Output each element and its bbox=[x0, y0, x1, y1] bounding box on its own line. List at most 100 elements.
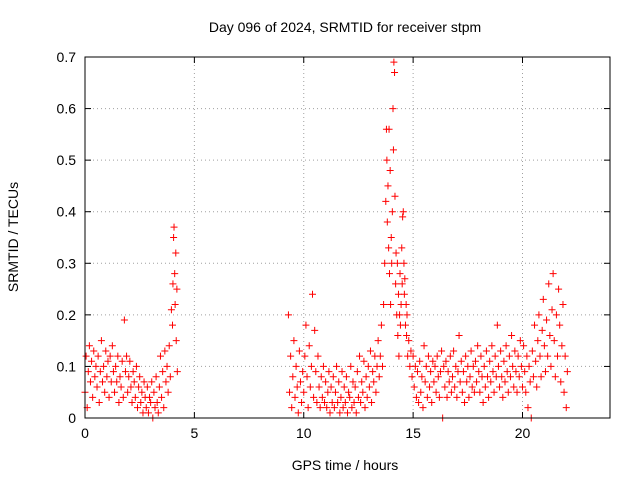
data-point bbox=[487, 378, 495, 386]
y-tick-label: 0.3 bbox=[57, 255, 77, 271]
data-point bbox=[475, 368, 483, 376]
data-point bbox=[318, 393, 326, 401]
data-point bbox=[169, 321, 176, 329]
data-point bbox=[512, 368, 520, 376]
data-point bbox=[423, 393, 431, 401]
x-tick-label: 5 bbox=[190, 425, 198, 441]
data-point bbox=[147, 399, 155, 407]
data-point bbox=[436, 368, 444, 376]
data-point bbox=[302, 321, 310, 329]
data-point bbox=[156, 352, 164, 360]
data-point bbox=[120, 316, 128, 324]
data-point bbox=[426, 383, 434, 391]
data-point bbox=[453, 393, 461, 401]
data-point bbox=[534, 337, 542, 345]
data-point bbox=[368, 399, 376, 407]
data-point bbox=[359, 388, 367, 396]
data-point bbox=[409, 352, 417, 360]
data-point bbox=[548, 306, 556, 314]
data-point bbox=[451, 383, 459, 391]
data-point bbox=[473, 378, 481, 386]
data-point bbox=[137, 399, 145, 407]
data-point bbox=[400, 259, 408, 267]
data-point bbox=[446, 352, 454, 360]
data-point bbox=[562, 404, 570, 412]
data-point bbox=[127, 383, 135, 391]
data-point bbox=[561, 352, 569, 360]
data-point bbox=[563, 368, 571, 376]
data-point bbox=[330, 404, 338, 412]
data-point bbox=[99, 378, 106, 386]
data-point bbox=[429, 357, 437, 365]
data-point bbox=[466, 373, 474, 381]
data-point bbox=[430, 378, 438, 386]
data-point bbox=[134, 404, 141, 412]
data-point bbox=[129, 368, 137, 376]
data-point bbox=[357, 399, 365, 407]
data-point bbox=[391, 192, 399, 200]
data-point bbox=[456, 378, 464, 386]
data-point bbox=[541, 368, 549, 376]
data-point bbox=[432, 388, 440, 396]
data-point bbox=[468, 383, 476, 391]
data-point bbox=[306, 383, 314, 391]
data-point bbox=[407, 347, 415, 355]
data-point bbox=[431, 362, 439, 370]
data-point bbox=[136, 373, 144, 381]
data-point bbox=[151, 404, 159, 412]
data-point bbox=[135, 383, 143, 391]
data-point bbox=[348, 404, 356, 412]
data-point bbox=[405, 337, 413, 345]
data-point bbox=[93, 383, 101, 391]
data-point bbox=[337, 393, 345, 401]
data-point bbox=[427, 368, 435, 376]
data-point bbox=[341, 399, 349, 407]
data-point bbox=[386, 270, 393, 278]
data-point bbox=[449, 373, 456, 381]
data-point bbox=[519, 383, 526, 391]
data-point bbox=[396, 311, 404, 319]
data-point bbox=[447, 388, 455, 396]
data-point bbox=[369, 368, 377, 376]
data-point bbox=[350, 399, 358, 407]
data-point bbox=[354, 393, 362, 401]
y-axis-label: SRMTID / TECUs bbox=[5, 182, 21, 292]
data-point bbox=[331, 388, 339, 396]
data-point bbox=[452, 362, 460, 370]
data-point bbox=[463, 378, 471, 386]
data-points bbox=[81, 58, 571, 422]
data-point bbox=[88, 357, 96, 365]
data-point bbox=[166, 373, 174, 381]
data-point bbox=[422, 362, 430, 370]
data-point bbox=[326, 409, 334, 417]
y-tick-label: 0 bbox=[68, 410, 76, 426]
data-point bbox=[526, 378, 534, 386]
data-point bbox=[121, 368, 129, 376]
data-point bbox=[398, 244, 406, 252]
data-point bbox=[489, 368, 497, 376]
data-point bbox=[303, 373, 311, 381]
y-tick-label: 0.6 bbox=[57, 101, 77, 117]
data-point bbox=[286, 388, 294, 396]
data-point bbox=[412, 393, 420, 401]
data-point bbox=[130, 378, 138, 386]
data-point bbox=[398, 280, 406, 288]
data-point bbox=[315, 383, 323, 391]
data-point bbox=[486, 357, 494, 365]
data-point bbox=[476, 388, 484, 396]
data-point bbox=[531, 321, 539, 329]
data-point bbox=[383, 218, 391, 226]
data-point bbox=[494, 362, 502, 370]
data-point bbox=[387, 234, 395, 241]
data-point bbox=[414, 368, 421, 376]
data-point bbox=[435, 393, 443, 401]
data-point bbox=[458, 388, 466, 396]
data-point bbox=[172, 337, 180, 345]
data-point bbox=[294, 409, 302, 417]
data-point bbox=[106, 352, 114, 360]
data-point bbox=[380, 301, 388, 309]
data-point bbox=[420, 342, 428, 350]
data-point bbox=[517, 362, 525, 370]
data-point bbox=[356, 352, 364, 360]
